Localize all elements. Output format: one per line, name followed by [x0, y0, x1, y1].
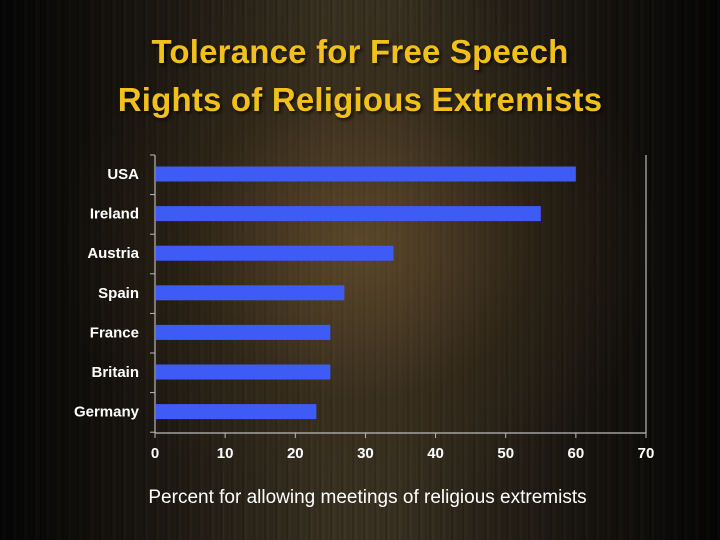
bar-france: [156, 324, 331, 340]
title-line-1: Tolerance for Free Speech: [151, 33, 569, 70]
x-tick-label: 60: [568, 445, 585, 462]
bar-ireland: [156, 206, 541, 222]
x-tick-label: 50: [497, 445, 514, 462]
category-label: Austria: [87, 245, 139, 262]
category-label: USA: [107, 166, 139, 183]
category-label: Britain: [91, 364, 139, 381]
x-tick-label: 70: [638, 445, 655, 462]
x-tick-label: 0: [151, 445, 159, 462]
title-line-2: Rights of Religious Extremists: [117, 81, 603, 118]
category-label: France: [90, 324, 139, 341]
x-axis-label: Percent for allowing meetings of religio…: [148, 487, 587, 508]
x-tick-label: 40: [427, 445, 444, 462]
slide-title: Tolerance for Free Speech Rights of Reli…: [0, 28, 720, 124]
bar-britain: [156, 364, 331, 380]
category-label: Germany: [74, 404, 140, 421]
bar-usa: [156, 166, 576, 182]
x-tick-label: 30: [357, 445, 374, 462]
bar-germany: [156, 404, 317, 420]
x-tick-label: 20: [287, 445, 304, 462]
bar-spain: [156, 285, 345, 301]
category-label: Ireland: [90, 206, 139, 223]
category-label: Spain: [98, 285, 139, 302]
x-tick-label: 10: [217, 445, 234, 462]
bar-austria: [156, 245, 394, 261]
